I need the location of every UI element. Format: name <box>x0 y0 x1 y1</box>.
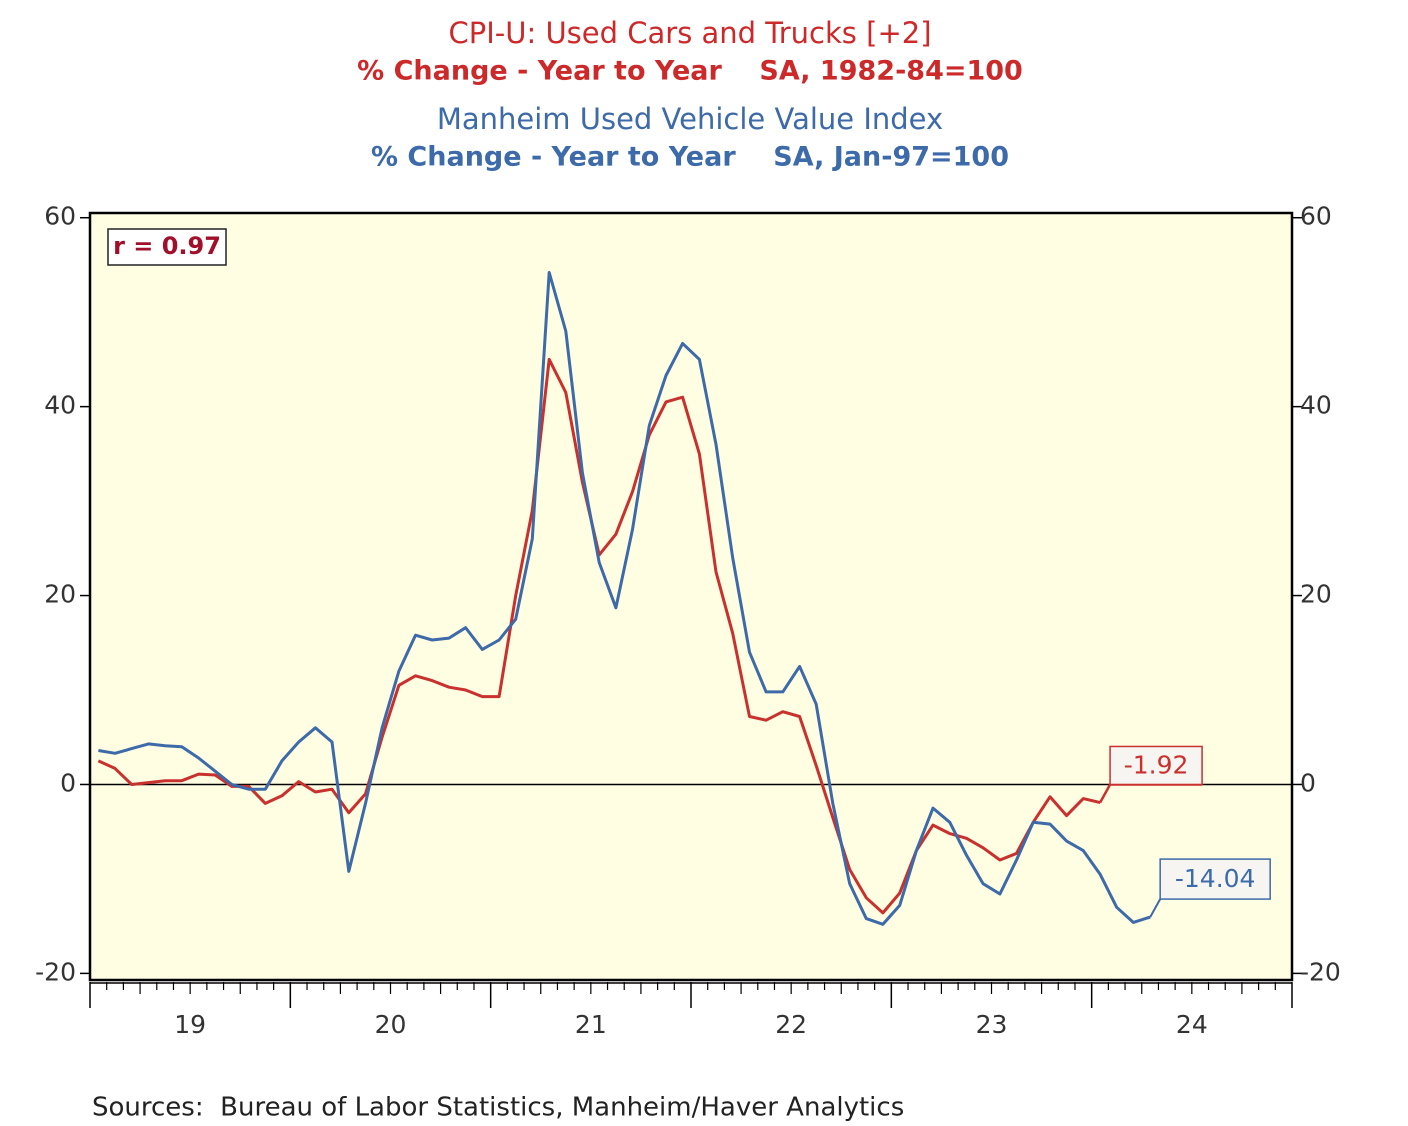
x-tick-label: 23 <box>976 1010 1008 1039</box>
annotation: r = 0.97 <box>113 232 221 260</box>
y2-tick-label: 60 <box>1300 202 1332 231</box>
y-tick-label: -20 <box>35 957 76 986</box>
y-tick-label: 60 <box>44 202 76 231</box>
value-label-box <box>1159 858 1271 900</box>
x-tick-label: 20 <box>375 1010 407 1039</box>
y-tick-label: 20 <box>44 580 76 609</box>
x-tick-label: 22 <box>775 1010 807 1039</box>
series-title: CPI-U: Used Cars and Trucks [+2] <box>448 16 931 50</box>
annotation-box <box>107 228 227 266</box>
x-tick-label: 24 <box>1176 1010 1208 1039</box>
value-label-box <box>1109 745 1203 786</box>
series-subtitle: % Change - Year to Year SA, Jan-97=100 <box>371 142 1009 173</box>
series-title: Manheim Used Vehicle Value Index <box>437 102 943 136</box>
x-tick-label: 19 <box>174 1010 206 1039</box>
y-tick-label: 0 <box>60 768 76 797</box>
plot-area <box>90 213 1292 980</box>
value-label: -1.92 <box>1124 750 1189 779</box>
source-note: Sources: Bureau of Labor Statistics, Man… <box>92 1093 904 1123</box>
x-tick-label: 21 <box>575 1010 607 1039</box>
y2-tick-label: 20 <box>1300 580 1332 609</box>
plot-border <box>88 211 1294 982</box>
y2-tick-label: 40 <box>1300 391 1332 420</box>
y2-tick-label: -20 <box>1300 957 1341 986</box>
value-label: -14.04 <box>1175 864 1256 893</box>
series-subtitle: % Change - Year to Year SA, 1982-84=100 <box>357 56 1023 87</box>
y-tick-label: 40 <box>44 391 76 420</box>
y2-tick-label: 0 <box>1300 768 1316 797</box>
label-leader <box>1149 898 1162 918</box>
series-line <box>98 271 1151 926</box>
